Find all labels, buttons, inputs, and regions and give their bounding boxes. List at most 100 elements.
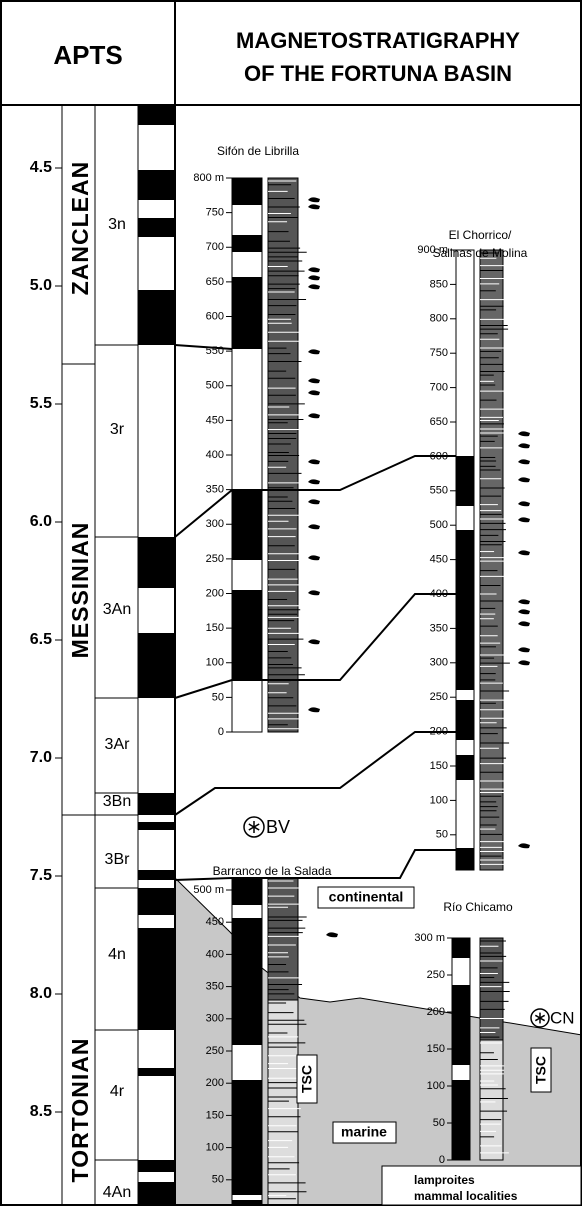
normal-polarity <box>232 918 262 1045</box>
mammal-icon <box>308 524 320 530</box>
bv-label: BV <box>266 817 290 837</box>
height-tick-label: 300 <box>206 1013 224 1025</box>
section-title: Sifón de Librilla <box>217 144 299 158</box>
chron-label: 3r <box>110 421 125 438</box>
age-tick-label: 7.0 <box>30 749 52 766</box>
epoch-label: MESSINIAN <box>67 522 93 659</box>
section-title: Río Chicamo <box>443 900 513 914</box>
height-tick-label: 250 <box>206 1045 224 1057</box>
correlation-line <box>174 849 456 881</box>
chron-label: 3Ar <box>105 736 131 753</box>
mammal-icon <box>518 660 530 666</box>
mammal-icon <box>308 378 320 384</box>
height-tick-label: 500 <box>430 519 448 531</box>
mammal-icon <box>308 459 320 465</box>
height-tick-label: 100 <box>206 1142 224 1154</box>
height-tick-label: 100 <box>206 657 224 669</box>
normal-polarity <box>138 1160 175 1172</box>
height-tick-label: 450 <box>430 554 448 566</box>
height-tick-label: 50 <box>436 829 448 841</box>
section-title: Barranco de la Salada <box>213 864 332 878</box>
height-tick-label: 300 <box>206 518 224 530</box>
chron-label: 4n <box>108 946 126 963</box>
chron-label: 3n <box>108 216 126 233</box>
normal-polarity <box>232 178 262 205</box>
mammal-icon <box>518 443 530 449</box>
chron-label: 4r <box>110 1083 125 1100</box>
mammal-icon <box>308 499 320 505</box>
normal-polarity <box>138 888 175 915</box>
mammal-icon <box>308 555 320 561</box>
height-tick-label: 400 <box>206 449 224 461</box>
normal-polarity <box>456 848 474 870</box>
marine-box <box>332 1121 397 1144</box>
height-tick-label: 650 <box>430 416 448 428</box>
height-tick-label: 250 <box>427 969 445 981</box>
correlation-line <box>174 455 456 538</box>
height-tick-label: 450 <box>206 414 224 426</box>
age-tick-label: 8.5 <box>30 1103 52 1120</box>
normal-polarity <box>138 537 175 588</box>
age-tick-label: 7.5 <box>30 867 52 884</box>
normal-polarity <box>232 277 262 349</box>
mammal-icon <box>518 609 530 615</box>
cn-label: CN <box>550 1008 575 1027</box>
chron-label: 4An <box>103 1184 131 1201</box>
normal-polarity <box>456 700 474 740</box>
tsc-label: TSC <box>533 1056 549 1084</box>
mammal-icon <box>308 284 320 290</box>
height-tick-label: 650 <box>206 276 224 288</box>
normal-polarity <box>452 1080 470 1160</box>
mammal-icon <box>518 459 530 465</box>
content: 4.5 5.0 5.5 6.0 6.5 7.0 7.5 8.0 8.5 3n 3r 3An 3Ar 3Bn… <box>30 104 550 1206</box>
normal-polarity <box>138 793 175 815</box>
height-tick-label: 800 <box>430 313 448 325</box>
height-tick-label: 750 <box>206 207 224 219</box>
mammal-icon <box>308 707 320 713</box>
age-tick-label: 4.5 <box>30 159 52 176</box>
mammal-icon <box>308 590 320 596</box>
normal-polarity <box>232 490 262 560</box>
normal-polarity <box>138 170 175 200</box>
height-tick-label: 500 <box>206 380 224 392</box>
epoch-label: ZANCLEAN <box>67 161 93 296</box>
title-line-2: OF THE FORTUNA BASIN <box>244 61 512 86</box>
normal-polarity <box>138 822 175 830</box>
normal-polarity <box>138 870 175 880</box>
normal-polarity <box>138 218 175 237</box>
legend-lamproites: lamproites <box>414 1173 475 1187</box>
mammal-icon <box>518 431 530 437</box>
mammal-icon <box>518 477 530 483</box>
correlation-line <box>174 731 456 816</box>
lamproite-star <box>534 1014 546 1022</box>
normal-polarity <box>232 1080 262 1195</box>
height-tick-label: 900 m <box>417 244 448 256</box>
height-tick-label: 550 <box>430 485 448 497</box>
lithology-column <box>479 1039 504 1161</box>
height-tick-label: 0 <box>439 1154 445 1166</box>
height-tick-label: 500 m <box>193 884 224 896</box>
legend-mammals: mammal localities <box>414 1189 518 1203</box>
apts-title: APTS <box>53 40 122 70</box>
lithology-column <box>267 177 299 733</box>
mammal-icon <box>308 390 320 396</box>
height-tick-label: 350 <box>430 622 448 634</box>
height-tick-label: 250 <box>206 553 224 565</box>
continental-label: continental <box>329 889 404 905</box>
mammal-icon <box>518 647 530 653</box>
age-tick-label: 6.0 <box>30 513 52 530</box>
legend-box <box>381 1165 582 1206</box>
mammal-icon <box>308 275 320 281</box>
height-tick-label: 700 <box>430 382 448 394</box>
height-tick-label: 800 m <box>193 172 224 184</box>
correlation-line <box>174 344 233 350</box>
mammal-icon <box>518 501 530 507</box>
mammal-icon <box>518 550 530 556</box>
mammal-icon <box>308 639 320 645</box>
lamproite-star <box>248 823 260 831</box>
height-tick-label: 300 <box>430 657 448 669</box>
correlation-line <box>174 593 456 699</box>
tsc-label: TSC <box>299 1065 315 1093</box>
